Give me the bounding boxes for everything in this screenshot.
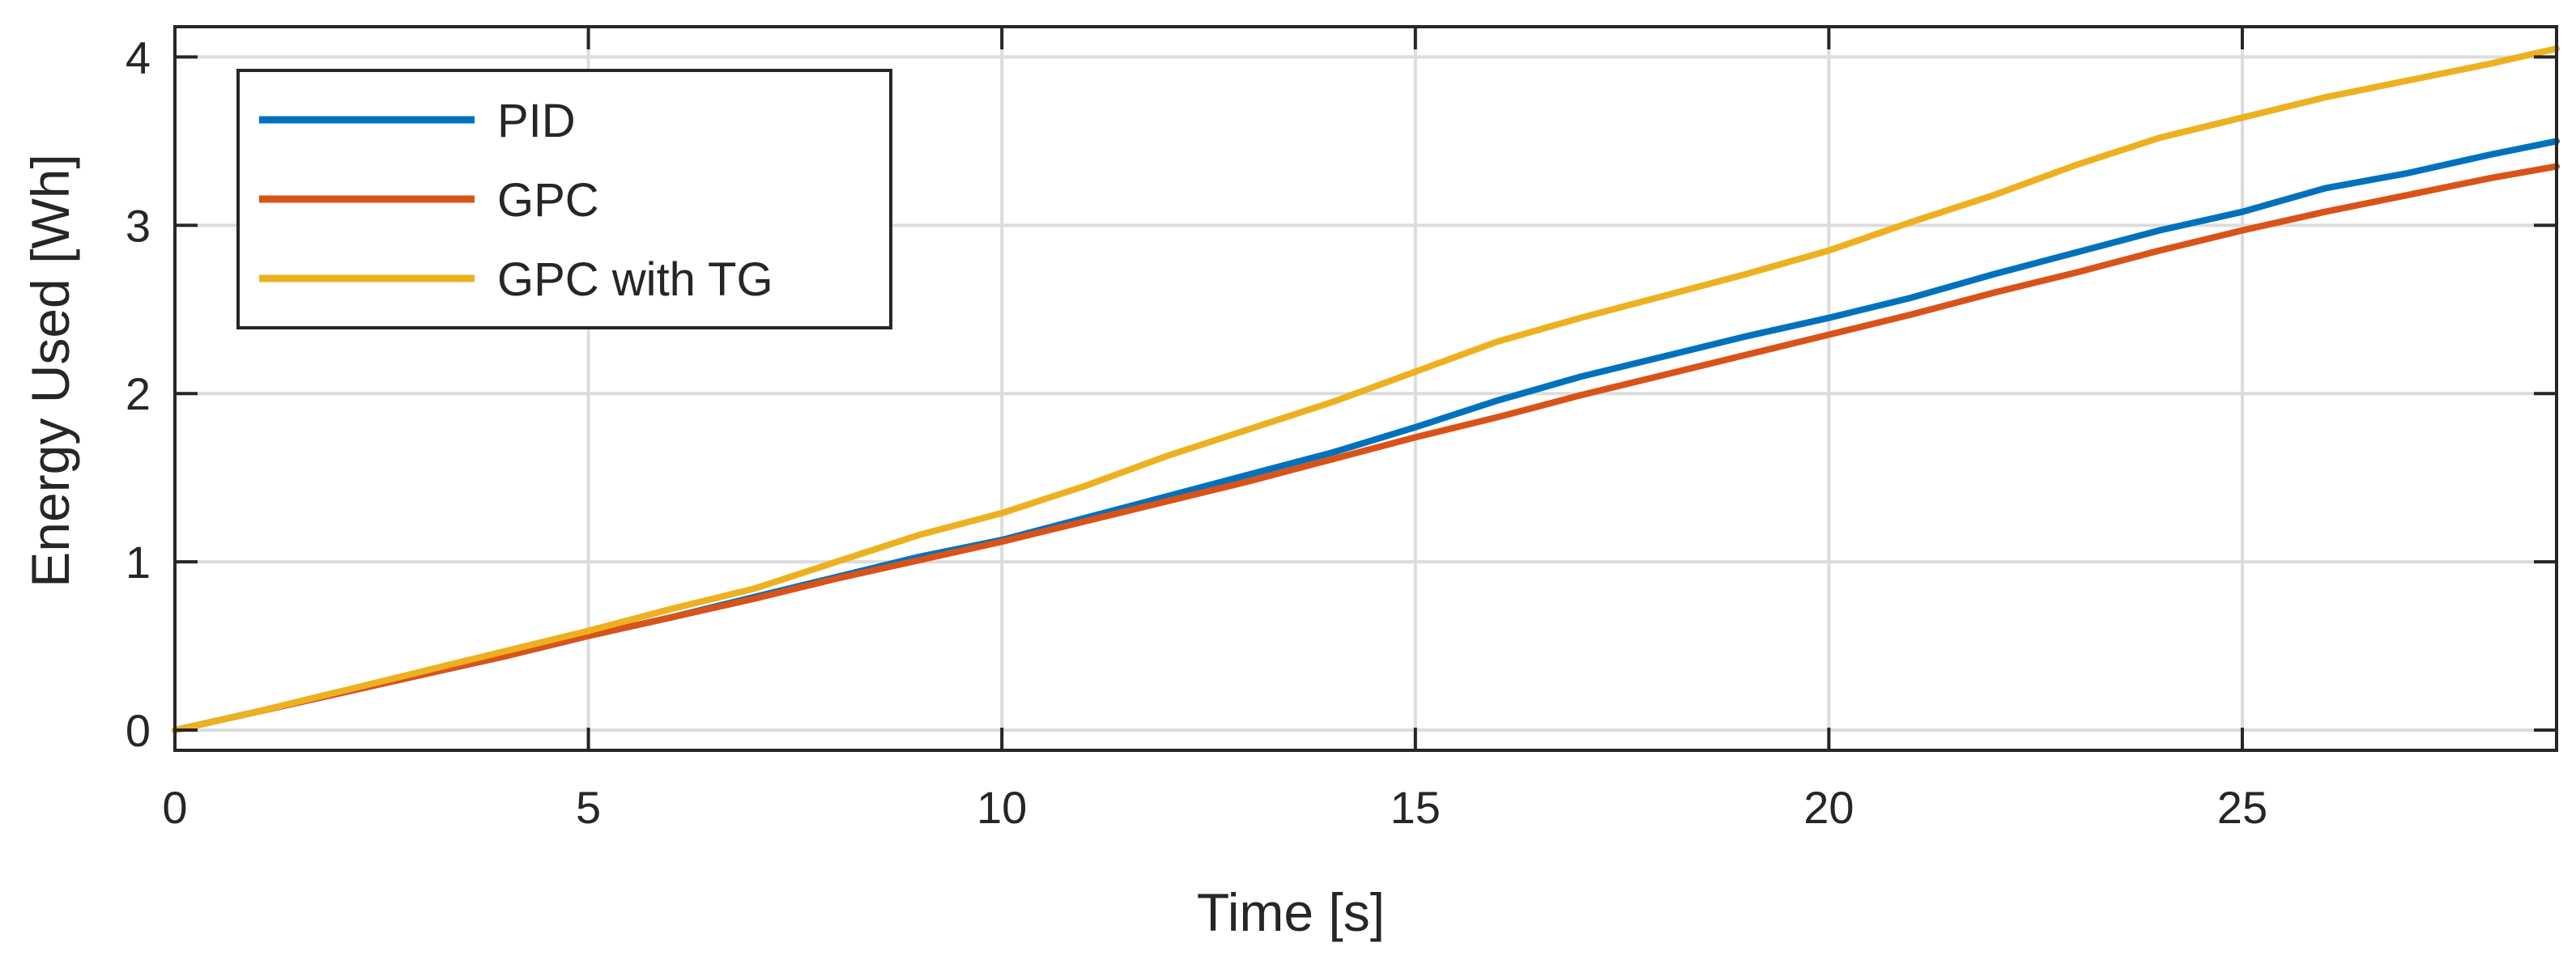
x-tick-label: 0 xyxy=(162,782,187,833)
axis-ticks: 0 5 10 15 20 25 0 1 2 3 4 xyxy=(126,27,2557,833)
y-tick-label: 3 xyxy=(126,200,151,251)
x-tick-label: 20 xyxy=(1803,782,1854,833)
x-tick-label: 25 xyxy=(2217,782,2267,833)
x-tick-label: 5 xyxy=(576,782,601,833)
series-line-gpc-with-tg xyxy=(172,45,2560,734)
x-tick-label: 10 xyxy=(977,782,1027,833)
legend-label-pid: PID xyxy=(497,95,576,147)
grid-lines xyxy=(175,27,2557,750)
y-tick-label: 4 xyxy=(126,32,151,83)
y-tick-label: 1 xyxy=(126,537,151,588)
y-axis-label: Energy Used [Wh] xyxy=(20,154,80,588)
plot-area-frame xyxy=(173,25,2558,752)
x-tick-label: 15 xyxy=(1390,782,1441,833)
series-line-gpc xyxy=(172,163,2560,734)
legend-label-gpc: GPC xyxy=(497,174,599,227)
legend-label-gpc-with-tg: GPC with TG xyxy=(497,253,773,306)
x-axis-label: Time [s] xyxy=(1197,882,1385,942)
legend: PID GPC GPC with TG xyxy=(236,69,892,329)
y-tick-label: 2 xyxy=(126,368,151,419)
y-tick-label: 0 xyxy=(126,705,151,756)
series-lines xyxy=(172,45,2560,734)
